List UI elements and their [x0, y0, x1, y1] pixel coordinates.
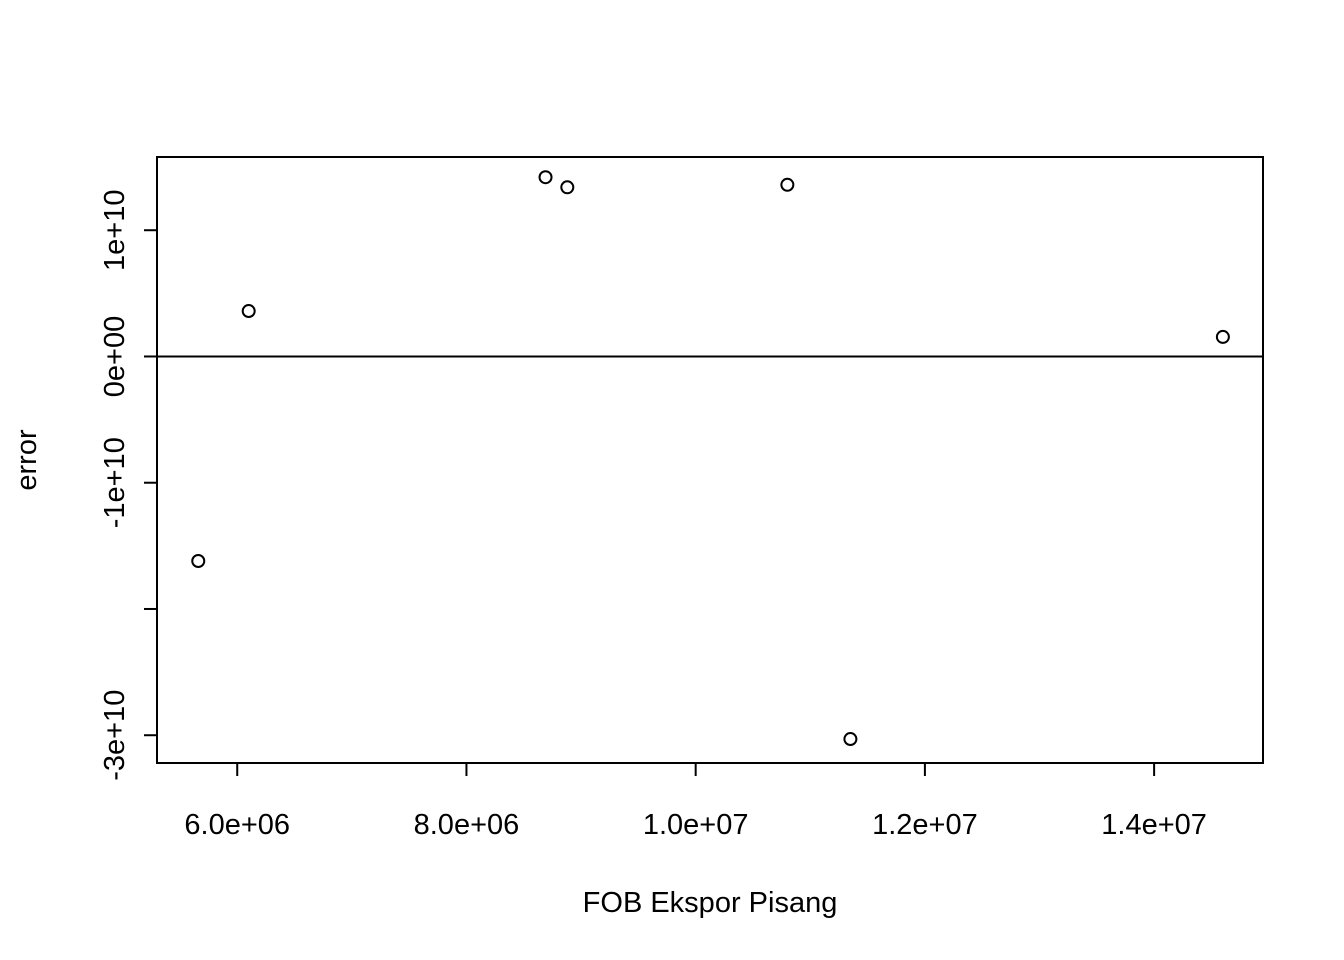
- data-points: [191, 170, 1230, 747]
- plot-frame: [156, 156, 1264, 764]
- data-point: [1215, 329, 1230, 344]
- x-tick-label: 1.2e+07: [872, 809, 978, 841]
- y-tick-label: 1e+10: [99, 189, 131, 270]
- y-tick-label: -1e+10: [99, 437, 131, 528]
- x-axis: 6.0e+06 8.0e+06 1.0e+07 1.2e+07 1.4e+07: [184, 762, 1207, 841]
- y-axis: -3e+10 -1e+10 0e+00 1e+10: [99, 189, 158, 781]
- data-point: [780, 177, 795, 192]
- data-point: [191, 554, 206, 568]
- data-point: [538, 170, 553, 185]
- y-tick-label: 0e+00: [99, 316, 131, 397]
- data-point: [241, 304, 256, 319]
- data-point: [843, 732, 858, 747]
- y-axis-title: error: [11, 429, 43, 491]
- x-tick-label: 6.0e+06: [184, 809, 290, 841]
- x-tick-label: 1.4e+07: [1101, 809, 1207, 841]
- x-axis-title: FOB Ekspor Pisang: [583, 887, 838, 919]
- x-tick-label: 1.0e+07: [643, 809, 749, 841]
- x-tick-label: 8.0e+06: [414, 809, 520, 841]
- y-tick-label: -3e+10: [99, 690, 131, 781]
- data-point: [560, 180, 575, 195]
